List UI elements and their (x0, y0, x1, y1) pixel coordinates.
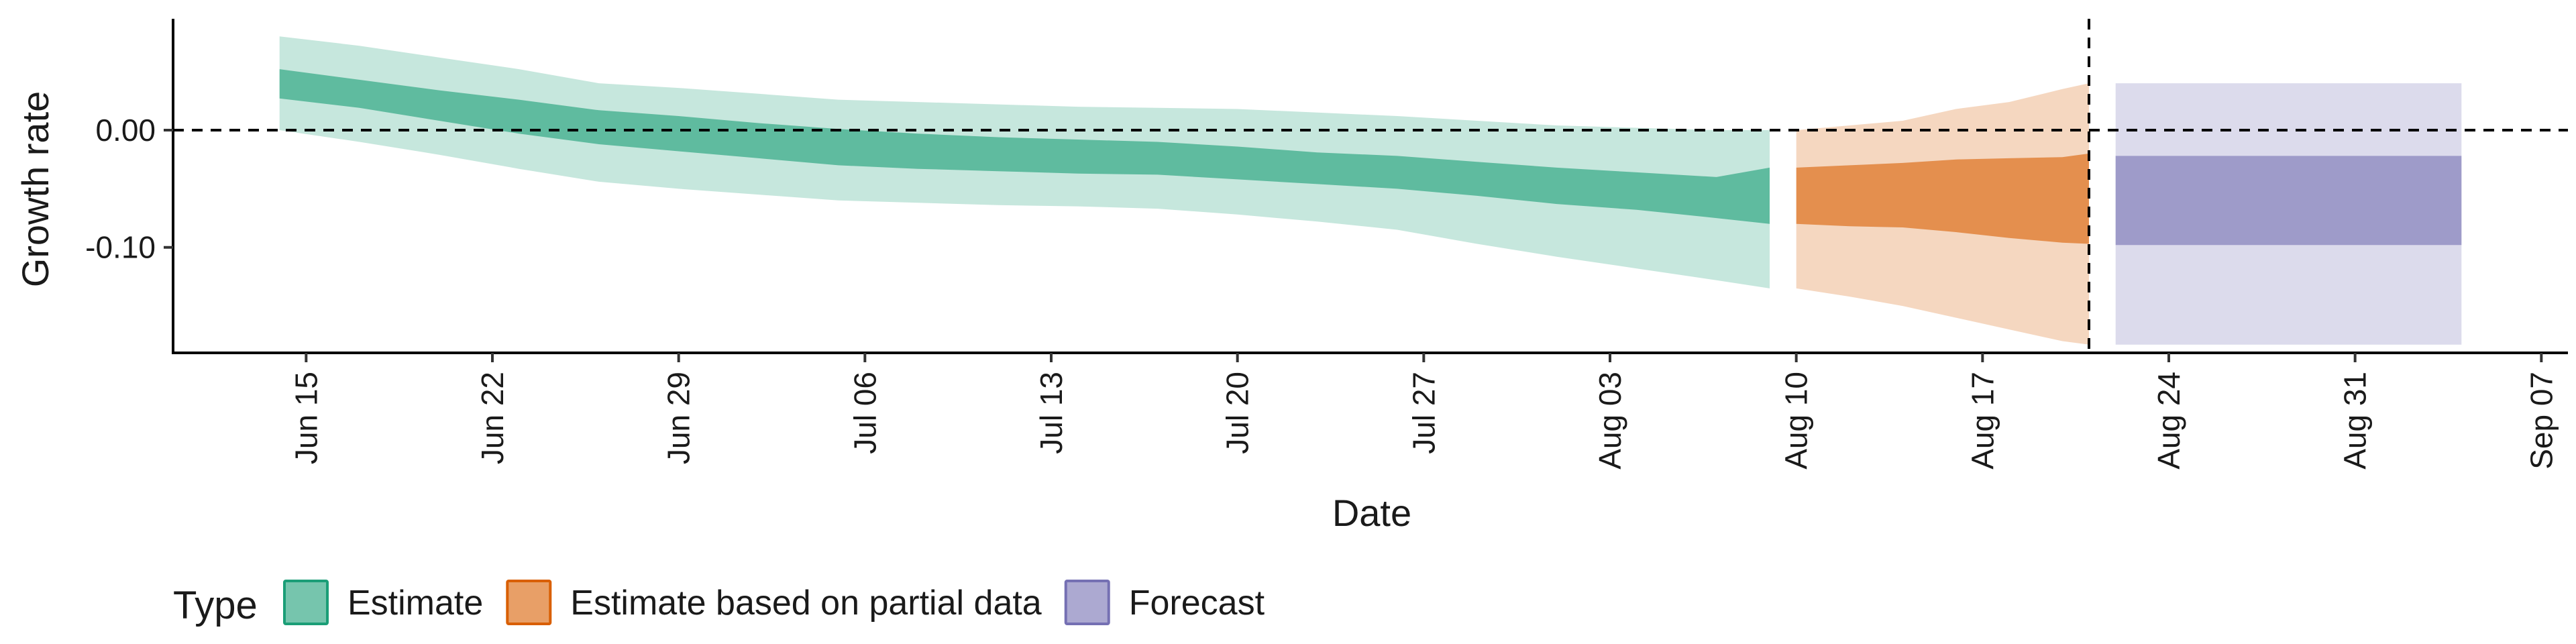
x-tick-label: Jul 27 (1406, 372, 1441, 454)
x-axis-title: Date (1332, 492, 1411, 534)
reference-lines (173, 19, 2568, 353)
legend-label-estimate-based-on-partial-data: Estimate based on partial data (570, 584, 1042, 623)
x-tick-label: Sep 07 (2524, 372, 2559, 470)
x-tick-label: Aug 24 (2151, 372, 2186, 470)
y-tick-label: -0.10 (85, 230, 156, 265)
legend-swatch-estimate (283, 580, 329, 625)
x-tick-label: Jun 15 (288, 372, 323, 464)
ribbon-inner-forecast (2115, 156, 2462, 246)
ribbon-inner-estimate-based-on-partial-data (1796, 153, 2089, 244)
legend-label-estimate: Estimate (347, 584, 483, 623)
y-tick-label: 0.00 (95, 113, 156, 148)
legend-label-forecast: Forecast (1129, 584, 1265, 623)
legend-swatch-forecast (1064, 580, 1110, 625)
ribbon-inner-estimate (279, 69, 1770, 224)
x-tick-label: Jun 29 (661, 372, 696, 464)
x-tick-label: Aug 31 (2338, 372, 2373, 470)
ribbon-layer (279, 36, 2462, 345)
x-tick-label: Jul 06 (847, 372, 882, 454)
legend: Type Estimate Estimate based on partial d… (173, 580, 1265, 627)
x-tick-label: Jun 22 (475, 372, 510, 464)
legend-title: Type (173, 584, 258, 627)
tick-layer: 0.00 -0.10 Jun 15 Jun 22 Jun 29 Jul 06 Jul 13 J… (85, 113, 2559, 470)
x-tick-label: Aug 03 (1593, 372, 1627, 470)
x-tick-label: Aug 10 (1779, 372, 1814, 470)
legend-swatch-estimate-based-on-partial-data (506, 580, 552, 625)
y-axis-title: Growth rate (14, 91, 56, 288)
x-tick-label: Aug 17 (1965, 372, 2000, 470)
x-tick-label: Jul 13 (1034, 372, 1069, 454)
x-tick-label: Jul 20 (1220, 372, 1255, 454)
